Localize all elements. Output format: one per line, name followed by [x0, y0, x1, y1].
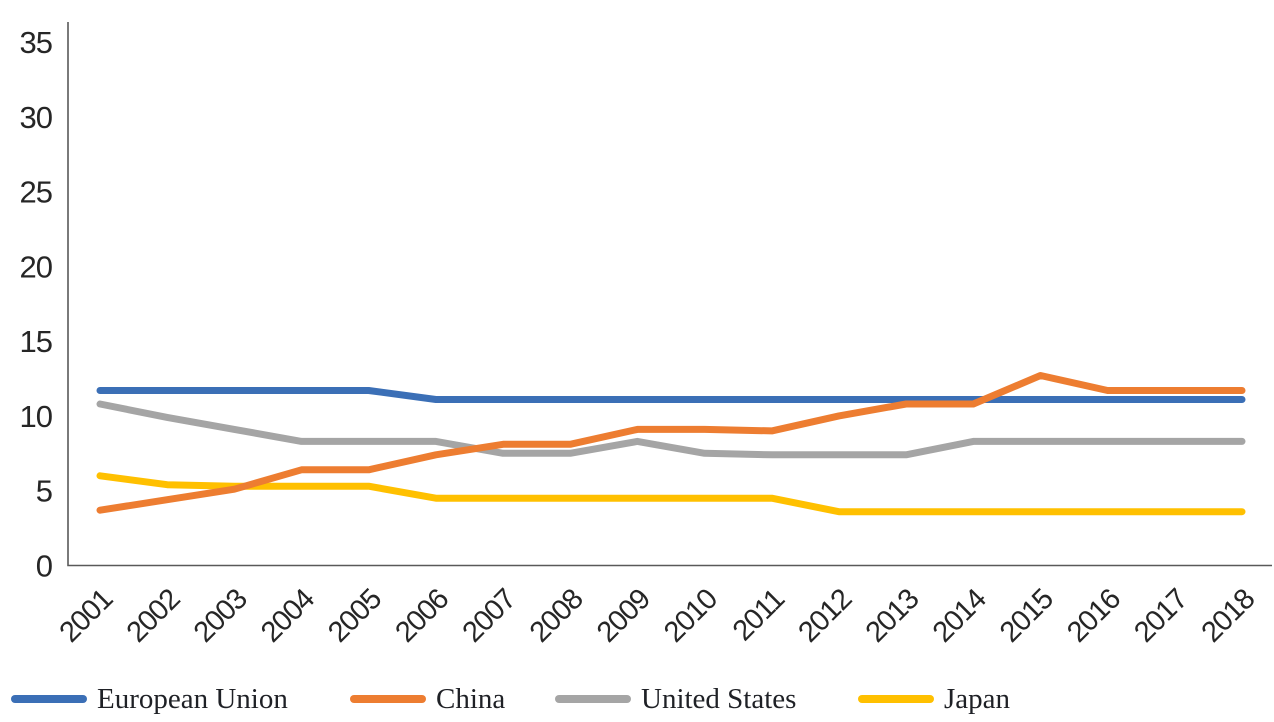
- y-tick-label: 20: [20, 249, 53, 284]
- series-line-japan: [96, 472, 1246, 516]
- x-tick-label: 2018: [1196, 583, 1261, 648]
- legend-item-united-states: United States: [555, 680, 796, 718]
- legend-swatch-china: [350, 695, 426, 703]
- y-tick-label: 35: [20, 25, 52, 60]
- legend-label-european-union: European Union: [97, 683, 288, 715]
- y-tick-label: 0: [36, 549, 53, 584]
- legend-swatch-european-union: [11, 695, 87, 703]
- x-tick-label: 2016: [1061, 583, 1126, 648]
- x-tick-label: 2006: [389, 583, 454, 648]
- x-tick-label: 2004: [255, 583, 321, 649]
- y-tick-label: 15: [20, 324, 52, 359]
- x-tick-label: 2008: [524, 583, 589, 648]
- x-tick-label: 2013: [860, 583, 925, 648]
- series-line-united-states: [96, 400, 1246, 459]
- series-line-european-union: [96, 387, 1246, 403]
- legend-label-japan: Japan: [944, 683, 1011, 715]
- axis-lines: [67, 22, 1272, 567]
- x-tick-label: 2014: [927, 583, 993, 649]
- chart-legend: European Union China United States Japan: [0, 680, 1274, 718]
- x-tick-label: 2001: [54, 583, 119, 648]
- legend-swatch-united-states: [555, 695, 631, 703]
- y-tick-label: 30: [20, 100, 53, 135]
- x-tick-label: 2012: [792, 583, 857, 648]
- legend-item-japan: Japan: [858, 680, 1010, 718]
- x-tick-label: 2009: [591, 583, 656, 648]
- y-tick-label: 25: [20, 175, 52, 210]
- legend-item-china: China: [350, 680, 505, 718]
- series-line-china: [96, 372, 1246, 514]
- y-tick-label: 5: [36, 474, 52, 509]
- x-tick-label: 2011: [727, 583, 791, 647]
- x-tick-label: 2002: [121, 583, 186, 648]
- x-tick-label: 2015: [994, 583, 1059, 648]
- y-tick-label: 10: [20, 399, 53, 434]
- legend-swatch-japan: [858, 695, 934, 703]
- x-tick-label: 2003: [188, 583, 253, 648]
- legend-label-united-states: United States: [641, 683, 797, 715]
- x-tick-label: 2005: [322, 583, 387, 648]
- x-tick-label: 2007: [457, 583, 522, 648]
- x-tick-label: 2017: [1128, 583, 1193, 648]
- x-tick-label: 2010: [658, 583, 723, 648]
- legend-item-european-union: European Union: [11, 680, 288, 718]
- legend-label-china: China: [436, 683, 506, 715]
